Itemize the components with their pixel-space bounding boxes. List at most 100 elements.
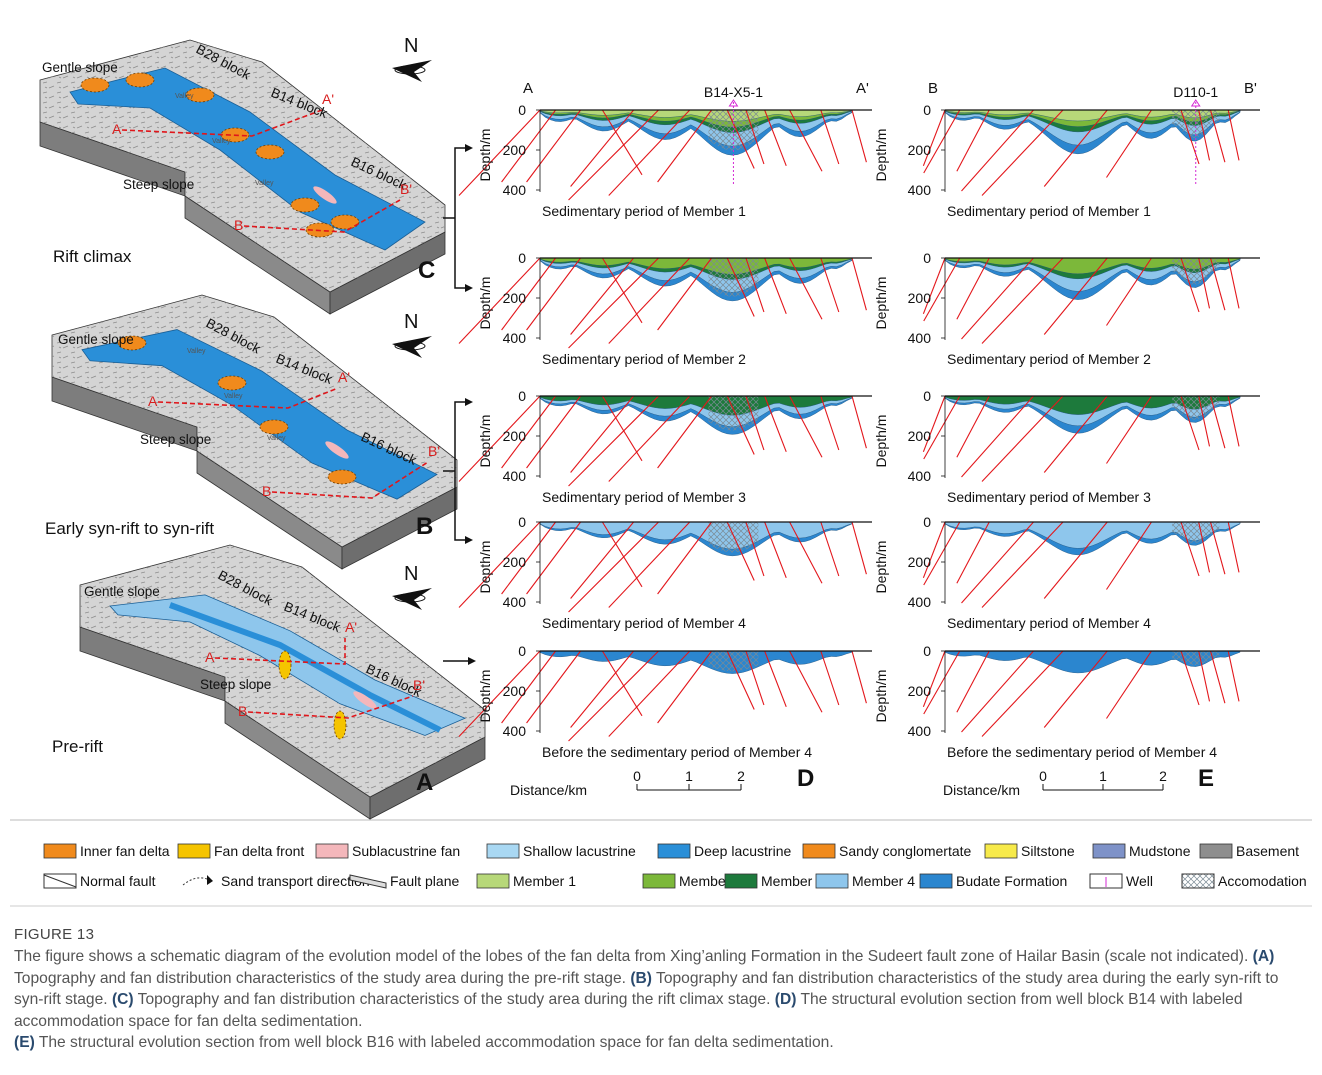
depth-tick-label: 400	[908, 182, 932, 198]
depth-tick-label: 400	[908, 330, 932, 346]
depth-tick-label: 400	[503, 594, 527, 610]
fault	[570, 395, 635, 473]
period-label: Sedimentary period of Member 3	[947, 489, 1151, 505]
north-arrow-ring	[394, 341, 426, 351]
fault	[820, 109, 840, 165]
caption-tag: (A)	[1252, 948, 1275, 965]
fault	[1180, 257, 1200, 313]
north-arrow	[392, 336, 432, 358]
fault	[851, 257, 867, 311]
fault	[1198, 109, 1211, 161]
legend-label: Fault plane	[390, 873, 459, 889]
fault	[1198, 521, 1211, 573]
depth-tick-label: 0	[518, 102, 526, 118]
fault	[981, 395, 1064, 482]
fault	[501, 395, 557, 469]
legend-swatch	[984, 843, 1018, 859]
caption-text: Topography and fan distribution characte…	[14, 969, 1279, 1009]
section-end: A	[148, 393, 158, 409]
depth-tick-label: 400	[503, 330, 527, 346]
depth-tick-label: 0	[923, 643, 931, 659]
section-end: B'	[428, 443, 440, 459]
section-line	[247, 695, 414, 719]
depth-tick-label: 0	[518, 388, 526, 404]
depth-tick-label: 200	[503, 428, 527, 444]
depth-label: Depth/m	[873, 415, 889, 468]
fault	[726, 395, 755, 455]
section-end: A	[205, 649, 215, 665]
fault	[764, 650, 787, 707]
fault	[1043, 521, 1108, 599]
arrow-head	[465, 398, 473, 406]
fault	[601, 395, 643, 462]
fan	[327, 469, 357, 485]
distance-label: Distance/km	[510, 782, 587, 798]
legend-label: Sublacustrine fan	[352, 843, 460, 859]
layer	[539, 109, 853, 122]
fault	[764, 257, 787, 314]
legend-swatch	[43, 874, 77, 888]
fault	[922, 395, 946, 452]
depth-tick-label: 200	[908, 290, 932, 306]
fault	[789, 395, 823, 458]
scale-tick-label: 2	[737, 768, 745, 784]
depth-label: Depth/m	[477, 277, 493, 330]
fault	[458, 650, 541, 737]
depth-tick-label: 0	[923, 514, 931, 530]
lake	[69, 67, 426, 251]
gentle-slope: Gentle slope	[84, 584, 160, 599]
fault	[657, 650, 713, 724]
legend-label: Accomodation	[1218, 873, 1307, 889]
legend-swatch	[815, 873, 849, 889]
well-name: B14-X5-1	[704, 84, 763, 100]
fault	[745, 257, 765, 313]
fault	[922, 521, 946, 578]
legend-swatch	[724, 873, 758, 889]
panel-label: B	[416, 513, 433, 540]
depth-tick-label: 0	[923, 250, 931, 266]
fault	[1043, 395, 1108, 473]
fault	[726, 257, 755, 317]
fault	[608, 521, 691, 608]
fault	[608, 650, 691, 737]
legend-swatch	[802, 843, 836, 859]
well-name: D110-1	[1173, 84, 1218, 100]
north-arrow	[392, 60, 432, 82]
fault	[501, 521, 557, 595]
section-end: A'	[345, 619, 357, 635]
period-label: Sedimentary period of Member 2	[542, 351, 746, 367]
depth-tick-label: 200	[908, 554, 932, 570]
caption-tag: (C)	[111, 991, 134, 1008]
legend-label: Deep lacustrine	[694, 843, 791, 859]
panel-label: A	[416, 769, 433, 796]
caption-intro: The figure shows a schematic diagram of …	[14, 948, 1249, 965]
legend-label: Inner fan delta	[80, 843, 170, 859]
fault	[745, 109, 765, 165]
fan	[278, 650, 292, 680]
fault	[789, 650, 823, 713]
fault	[922, 257, 946, 314]
legend-label: Mudstone	[1129, 843, 1191, 859]
fault	[851, 109, 867, 163]
fault	[956, 521, 990, 584]
fault	[568, 521, 659, 613]
legend-swatch	[1199, 843, 1233, 859]
steep-slope: Steep slope	[123, 177, 194, 192]
depth-label: Depth/m	[873, 670, 889, 723]
section-end: B	[234, 217, 243, 233]
section-end: A'	[856, 80, 869, 97]
period-label: Sedimentary period of Member 2	[947, 351, 1151, 367]
legend-swatch	[642, 873, 676, 889]
depth-tick-label: 0	[923, 102, 931, 118]
north-label: N	[404, 563, 418, 585]
scale-tick-label: 0	[633, 768, 641, 784]
fault	[458, 109, 541, 196]
fault	[458, 395, 541, 482]
stage: Early syn-rift to syn-rift	[45, 519, 214, 538]
north-label: N	[404, 35, 418, 57]
fan	[117, 335, 147, 351]
fault	[501, 650, 557, 724]
fault	[726, 650, 755, 710]
layer	[539, 650, 853, 674]
fault	[458, 257, 541, 344]
